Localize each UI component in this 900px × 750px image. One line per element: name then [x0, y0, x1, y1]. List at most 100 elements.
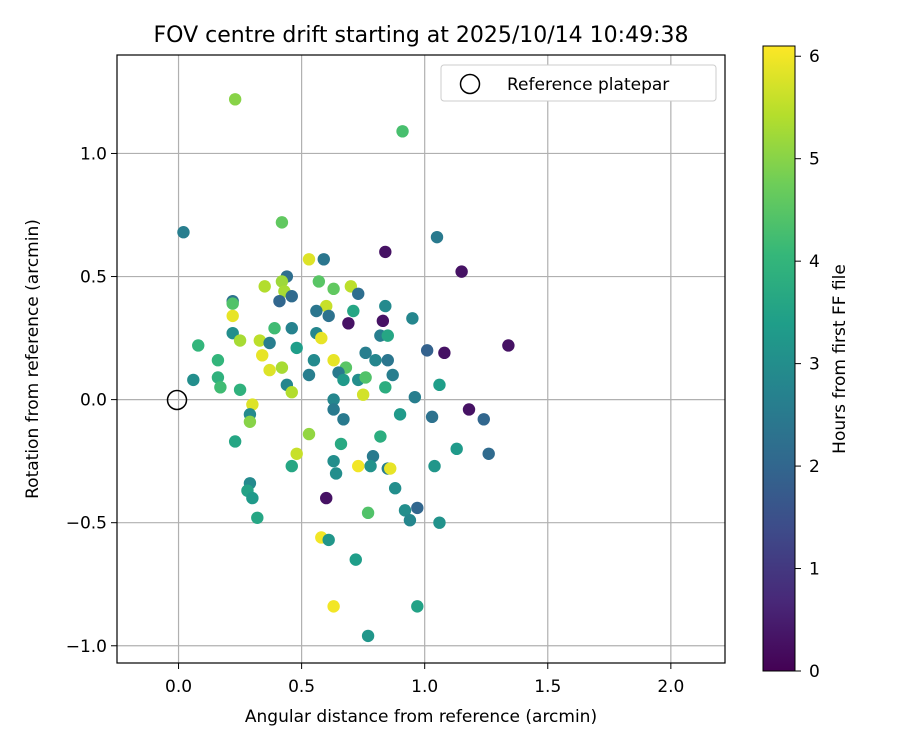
y-axis: −1.0 −0.5 0.0 0.5 1.0: [66, 144, 117, 657]
data-point: [256, 349, 269, 362]
legend-marker-icon: [459, 73, 481, 95]
data-point: [253, 334, 266, 347]
data-point: [450, 442, 463, 456]
data-point: [317, 253, 330, 266]
data-point: [379, 299, 392, 313]
data-point: [403, 514, 417, 527]
data-point: [327, 393, 340, 406]
x-tick-label: 0.0: [165, 677, 192, 697]
chart-title: FOV centre drift starting at 2025/10/14 …: [154, 23, 689, 48]
x-tick-label: 0.5: [288, 677, 315, 697]
data-point: [273, 294, 286, 308]
data-point: [347, 304, 360, 318]
data-point: [263, 363, 276, 377]
data-point: [361, 506, 375, 520]
data-point: [322, 533, 335, 547]
data-point: [275, 275, 289, 288]
data-point: [381, 354, 394, 367]
data-point: [251, 511, 264, 524]
legend-label: Reference platepar: [507, 75, 669, 95]
y-tick-label: 0.5: [80, 268, 107, 288]
data-point: [327, 354, 340, 367]
legend: Reference platepar: [440, 64, 717, 102]
data-point: [393, 408, 407, 421]
data-point: [258, 280, 271, 293]
data-point: [322, 309, 335, 323]
data-point: [327, 282, 340, 296]
data-point: [211, 354, 225, 367]
data-point: [425, 410, 439, 424]
data-point: [398, 504, 412, 517]
colorbar-label: Hours from first FF file: [830, 264, 850, 454]
data-point: [246, 491, 259, 505]
data-point: [430, 230, 444, 244]
data-point: [226, 297, 239, 310]
data-point: [455, 265, 468, 278]
data-point: [285, 322, 298, 335]
data-point: [233, 334, 247, 347]
data-point: [214, 381, 227, 394]
data-point: [438, 346, 451, 360]
data-point: [502, 339, 515, 352]
y-tick-label: 1.0: [80, 144, 107, 164]
data-point: [388, 482, 402, 495]
data-point: [290, 447, 303, 460]
data-point: [386, 368, 399, 382]
data-point: [177, 226, 190, 239]
data-point: [411, 600, 424, 613]
data-point: [408, 390, 422, 404]
data-point: [352, 287, 365, 300]
data-point: [285, 290, 298, 303]
data-point: [406, 312, 419, 325]
data-point: [243, 415, 257, 428]
data-point: [396, 125, 409, 138]
data-point: [349, 553, 362, 566]
y-tick-label: −0.5: [66, 514, 107, 534]
grid: [117, 55, 725, 663]
colorbar-tick-label: 6: [809, 47, 820, 67]
data-point: [285, 386, 298, 399]
data-point: [482, 447, 495, 460]
data-point: [327, 454, 340, 468]
colorbar-tick-label: 2: [809, 457, 820, 477]
data-point: [381, 329, 394, 342]
data-point: [334, 437, 348, 451]
data-point: [352, 459, 365, 473]
data-point: [384, 462, 397, 475]
data-point: [366, 450, 380, 463]
plot-frame: [116, 54, 726, 664]
data-point: [233, 383, 247, 396]
data-point: [320, 299, 333, 313]
data-point: [327, 600, 340, 613]
colorbar-tick-label: 1: [809, 560, 820, 580]
colorbar-tick-label: 0: [809, 662, 820, 682]
data-point: [411, 501, 424, 515]
data-point: [302, 253, 316, 266]
data-point: [359, 346, 372, 360]
data-point: [428, 459, 441, 473]
data-point: [462, 403, 476, 416]
colorbar-tick-label: 3: [809, 355, 820, 375]
x-axis: 0.0 0.5 1.0 1.5 2.0: [165, 663, 684, 697]
data-point: [263, 336, 276, 350]
data-point: [228, 93, 242, 106]
data-point: [211, 371, 225, 384]
colorbar-axis: 0 1 2 3 4 5 6: [795, 47, 820, 682]
data-point: [337, 373, 350, 387]
data-point: [228, 435, 242, 448]
data-point: [337, 413, 350, 426]
data-point: [374, 430, 387, 443]
data-point: [315, 331, 328, 345]
data-points: [177, 93, 515, 643]
data-point: [320, 491, 333, 505]
data-point: [285, 459, 298, 473]
data-point: [433, 378, 446, 392]
y-tick-label: −1.0: [66, 637, 107, 657]
colorbar-tick-label: 5: [809, 150, 820, 170]
data-point: [342, 317, 355, 330]
data-point: [310, 304, 323, 318]
data-point: [275, 361, 289, 374]
data-point: [187, 373, 200, 387]
legend-box: [440, 64, 717, 102]
